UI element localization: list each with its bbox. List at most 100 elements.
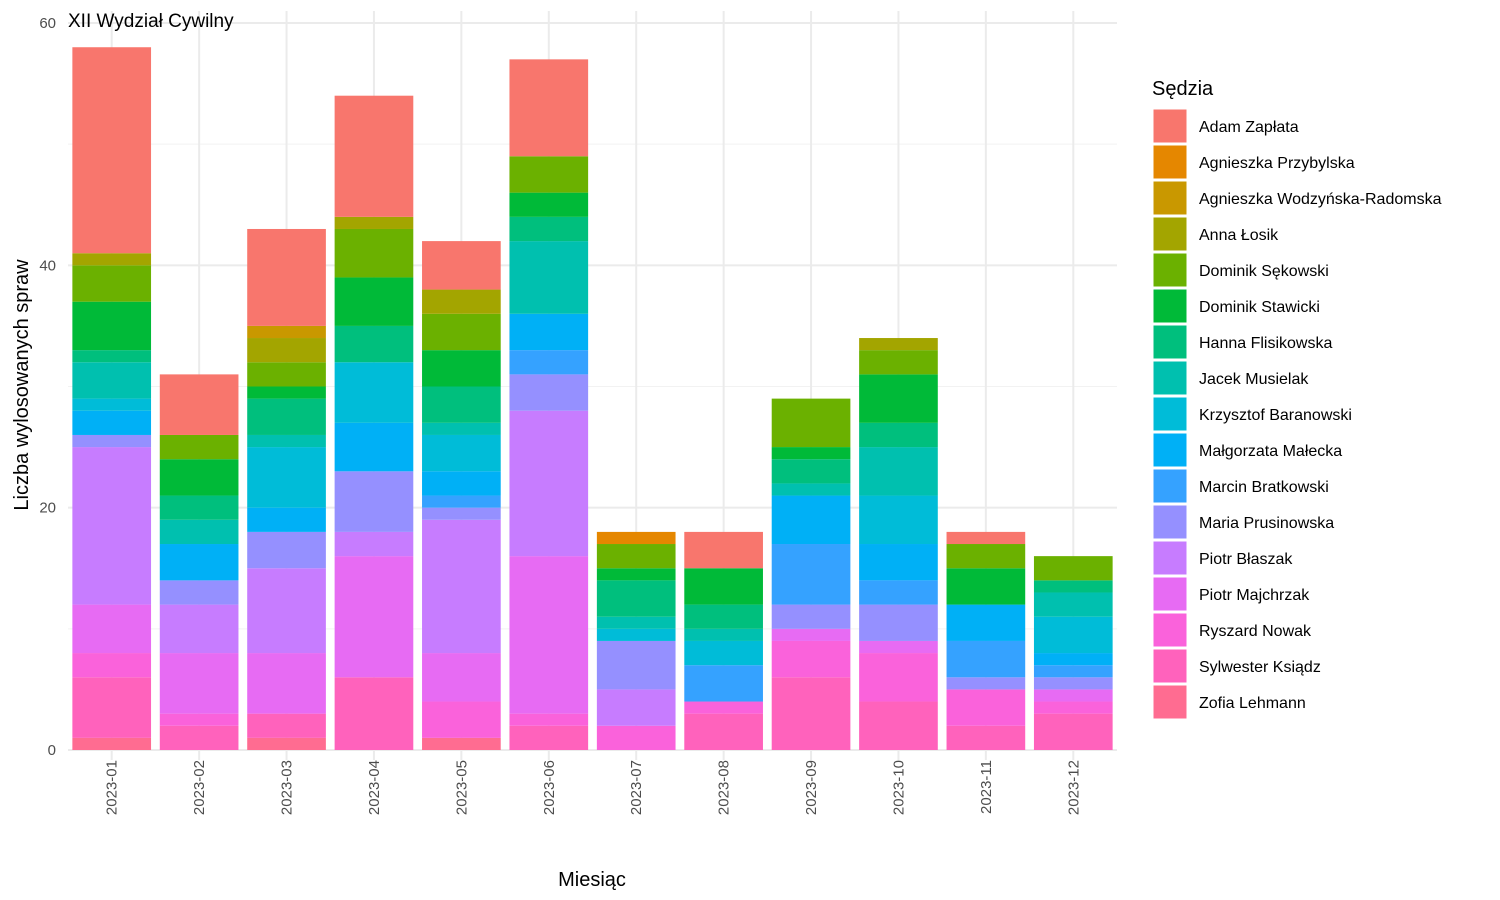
legend-label: Agnieszka Wodzyńska-Radomska bbox=[1199, 191, 1442, 208]
bar-segment bbox=[946, 725, 1026, 750]
x-tick-label: 2023-09 bbox=[803, 760, 820, 815]
legend-key bbox=[1152, 216, 1188, 252]
bar-segment bbox=[509, 192, 589, 217]
bar-segment bbox=[684, 628, 763, 641]
legend-key bbox=[1152, 360, 1188, 396]
bar-segment bbox=[247, 398, 326, 435]
y-axis-title: Liczba wylosowanych spraw bbox=[11, 259, 33, 511]
bar-segment bbox=[509, 374, 589, 411]
bar-segment bbox=[596, 640, 676, 690]
bar-segment bbox=[1033, 665, 1113, 678]
x-tick-label: 2023-12 bbox=[1065, 760, 1082, 815]
bar-segment bbox=[72, 47, 152, 254]
bar-segment bbox=[859, 653, 938, 702]
bar-segment bbox=[247, 737, 326, 750]
bar-segment bbox=[509, 556, 589, 714]
bar-segment bbox=[1033, 713, 1113, 750]
bar-segment bbox=[859, 338, 938, 351]
x-tick-label: 2023-02 bbox=[191, 760, 208, 815]
bar-segment bbox=[684, 568, 763, 605]
bar-segment bbox=[596, 689, 676, 726]
legend-label: Agnieszka Przybylska bbox=[1199, 155, 1355, 172]
bar-segment bbox=[596, 628, 676, 641]
bar-segment bbox=[1033, 689, 1113, 702]
bar-segment bbox=[422, 471, 501, 496]
bar-segment bbox=[247, 568, 326, 654]
bar-segment bbox=[247, 362, 326, 387]
bar-segment bbox=[247, 531, 326, 569]
legend-key bbox=[1152, 468, 1188, 504]
bar-segment bbox=[422, 507, 501, 520]
bar-segment bbox=[946, 568, 1026, 605]
bar-segment bbox=[859, 495, 938, 545]
bar-segment bbox=[72, 737, 152, 750]
bar-segment bbox=[1033, 580, 1113, 593]
legend-label: Marcin Bratkowski bbox=[1199, 479, 1329, 496]
bar-segment bbox=[859, 350, 938, 375]
bar-segment bbox=[334, 422, 414, 472]
bar-segment bbox=[72, 398, 152, 411]
bar-segment bbox=[72, 447, 152, 605]
bar-segment bbox=[509, 156, 589, 193]
legend-label: Małgorzata Małecka bbox=[1199, 443, 1342, 460]
bar-segment bbox=[509, 241, 589, 314]
legend-key bbox=[1152, 576, 1188, 612]
bar-segment bbox=[946, 689, 1026, 726]
bar-segment bbox=[334, 228, 414, 278]
bar-segment bbox=[422, 241, 501, 290]
bar-segment bbox=[771, 628, 851, 641]
bar-segment bbox=[859, 447, 938, 496]
bar-segment bbox=[1033, 616, 1113, 654]
bar-segment bbox=[422, 422, 501, 435]
bar-segment bbox=[72, 653, 152, 678]
bar-segment bbox=[859, 422, 938, 448]
bar-segment bbox=[72, 350, 152, 363]
legend-key bbox=[1152, 108, 1188, 144]
x-tick-label: 2023-11 bbox=[978, 760, 995, 814]
legend-key bbox=[1152, 612, 1188, 648]
bar-segment bbox=[771, 459, 851, 484]
x-tick-labels: 2023-01 2023-02 2023-03 2023-04 2023-05 2023-… bbox=[104, 760, 1083, 815]
x-tick-label: 2023-01 bbox=[104, 760, 121, 815]
bar-segment bbox=[159, 544, 239, 581]
legend-key bbox=[1152, 432, 1188, 468]
bar-segment bbox=[859, 580, 938, 605]
legend-title: Sędzia bbox=[1152, 78, 1214, 100]
bar-segment bbox=[509, 313, 589, 351]
legend-key bbox=[1152, 684, 1188, 720]
bar-segment bbox=[684, 531, 763, 569]
bar-segment bbox=[159, 604, 239, 654]
legend-label: Jacek Musielak bbox=[1199, 371, 1309, 388]
bar-segment bbox=[771, 604, 851, 629]
bar-segment bbox=[334, 677, 414, 750]
bar-segment bbox=[684, 604, 763, 629]
bar-segment bbox=[247, 325, 326, 339]
legend-label: Krzysztof Baranowski bbox=[1199, 407, 1352, 424]
legend-label: Piotr Majchrzak bbox=[1199, 587, 1310, 604]
legend-label: Anna Łosik bbox=[1199, 227, 1279, 244]
bar-segment bbox=[159, 459, 239, 496]
bar-segment bbox=[946, 544, 1026, 569]
bar-segment bbox=[946, 604, 1026, 641]
bar-segment bbox=[859, 544, 938, 581]
bar-segment bbox=[72, 434, 152, 448]
bar-segment bbox=[334, 362, 414, 423]
bar-segment bbox=[509, 216, 589, 242]
bar-segment bbox=[771, 544, 851, 605]
bar-segment bbox=[247, 434, 326, 448]
bar-segment bbox=[1033, 556, 1113, 581]
bar-segment bbox=[422, 519, 501, 654]
bar-segment bbox=[1033, 653, 1113, 666]
bar-segment bbox=[159, 519, 239, 545]
bar-segment bbox=[771, 483, 851, 496]
bar-segment bbox=[72, 253, 152, 266]
bar-segment bbox=[247, 386, 326, 399]
bar-segment bbox=[334, 325, 414, 363]
x-tick-label: 2023-03 bbox=[279, 760, 296, 815]
legend-label: Sylwester Ksiądz bbox=[1199, 659, 1321, 676]
bar-segment bbox=[334, 471, 414, 532]
y-tick-label: 0 bbox=[48, 742, 56, 759]
bar-segment bbox=[596, 580, 676, 617]
bar-segment bbox=[72, 410, 152, 435]
